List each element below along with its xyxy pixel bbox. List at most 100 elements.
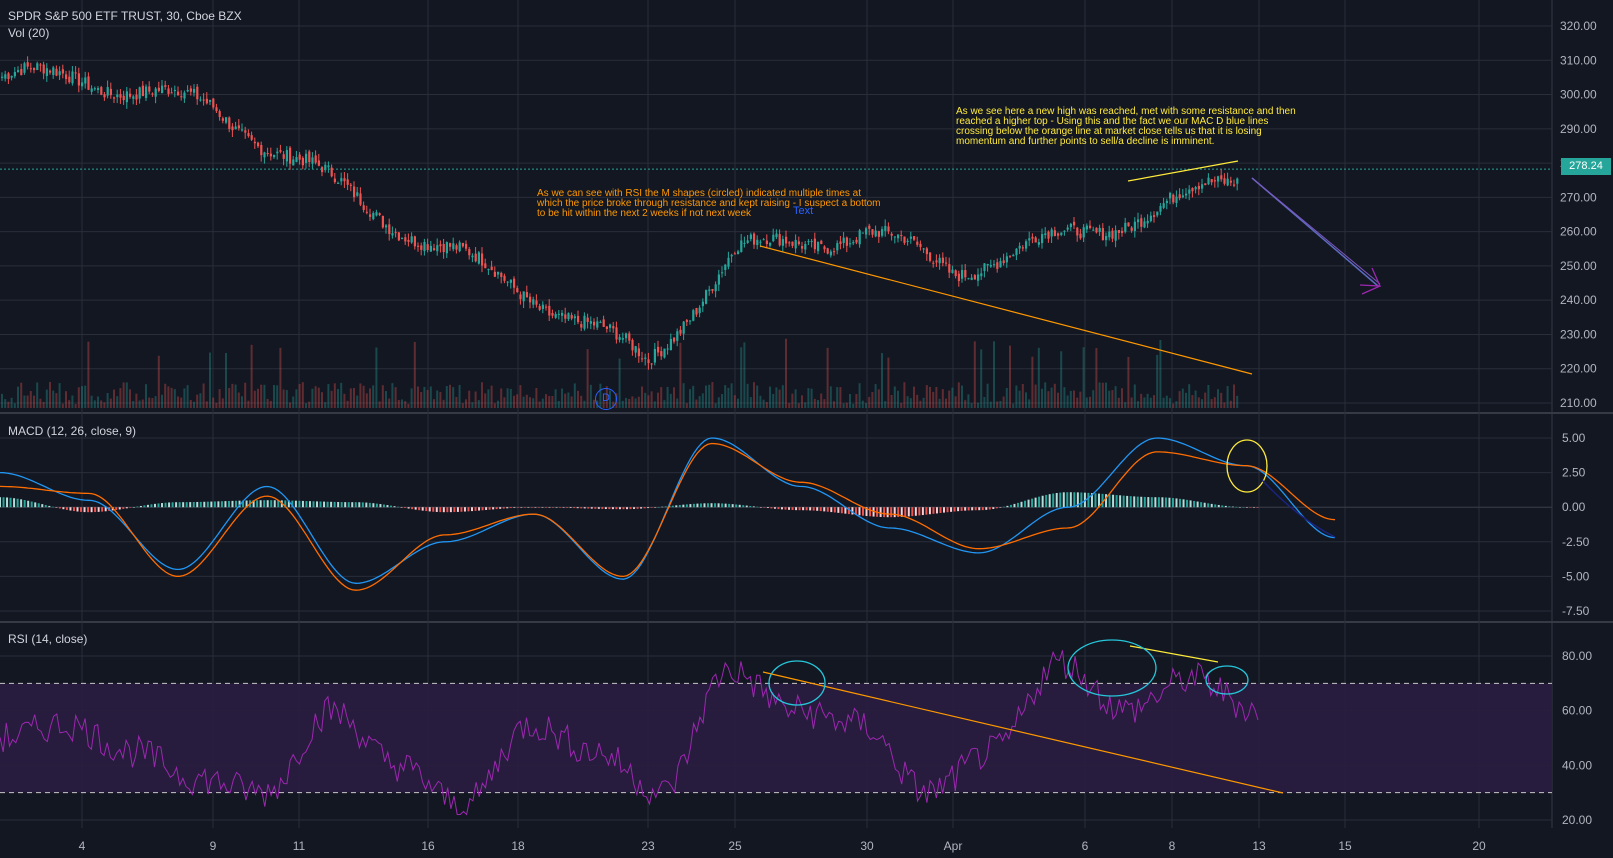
candle-body [1165, 200, 1168, 204]
volume-bar [1127, 356, 1130, 408]
candle-body [701, 301, 704, 307]
macd-hist-bar [516, 507, 519, 508]
macd-hist-bar [928, 507, 931, 515]
candle-body [1121, 230, 1124, 233]
volume-bar [1047, 391, 1050, 408]
candle-body [759, 241, 762, 243]
macd-hist-bar [361, 502, 364, 508]
volume-bar [666, 386, 669, 408]
macd-hist-bar [805, 507, 808, 511]
volume-bar [989, 401, 992, 408]
macd-hist-bar [1066, 492, 1069, 508]
volume-bar [823, 399, 826, 408]
candle-body [948, 264, 951, 273]
volume-bar [516, 394, 519, 408]
volume-bar [737, 398, 739, 408]
volume-bar [554, 389, 557, 408]
candle-body [205, 98, 208, 104]
macd-hist-bar [974, 507, 977, 511]
macd-hist-bar [953, 507, 956, 512]
volume-bar [749, 397, 752, 408]
volume-bar [452, 387, 455, 408]
macd-hist-bar [1041, 495, 1044, 508]
candle-body [871, 229, 874, 235]
macd-hist-bar [809, 507, 812, 511]
volume-bar [557, 400, 560, 408]
candle-body [1018, 245, 1021, 249]
macd-hist-bar [650, 507, 653, 508]
candle-body [362, 205, 365, 210]
x-tick-label: 20 [1472, 839, 1486, 853]
volume-bar [298, 384, 301, 408]
volume-bar [644, 392, 647, 408]
dividend-marker[interactable]: D [595, 388, 617, 410]
volume-bar [58, 383, 61, 408]
candle-body [442, 243, 445, 253]
last-price-badge: 278.24 [1561, 158, 1611, 175]
macd-hist-bar [830, 507, 833, 513]
candle-body [964, 270, 967, 278]
text-tool-label[interactable]: Text [793, 205, 814, 217]
volume-bar [769, 386, 771, 408]
candle-body [1229, 180, 1232, 183]
volume-bar [324, 402, 327, 408]
volume-bar [413, 341, 416, 408]
volume-bar [980, 349, 983, 408]
candle-body [986, 264, 989, 266]
macd-hist-bar [344, 502, 347, 508]
macd-hist-bar [749, 505, 752, 508]
volume-bar [231, 383, 234, 408]
macd-hist-bar [1217, 504, 1220, 508]
volume-bar [458, 384, 461, 408]
macd-hist-bar [1076, 492, 1079, 508]
drawings-layer[interactable] [759, 160, 1382, 794]
macd-hist-bar [16, 498, 19, 508]
macd-hist-bar [20, 499, 23, 508]
volume-bar [634, 398, 637, 408]
candle-body [1060, 232, 1063, 235]
candle-body [164, 85, 167, 87]
candle-body [1073, 221, 1076, 226]
volume-bar [129, 389, 131, 408]
volume-bar [234, 384, 237, 408]
volume-bar [369, 388, 371, 408]
volume-bar [948, 390, 951, 408]
volume-bar [1162, 397, 1165, 408]
candle-body [1028, 238, 1031, 241]
volume-bar [1233, 384, 1235, 408]
macd-hist-bar [1069, 492, 1072, 508]
macd-hist-bar [893, 507, 896, 518]
volume-bar [663, 400, 666, 408]
candle-body [535, 300, 538, 305]
candle-body [1143, 221, 1146, 228]
candle-body [132, 96, 135, 99]
candle-body [1169, 192, 1172, 199]
candle-body [689, 320, 692, 322]
rsi-circle [768, 660, 826, 706]
rsi-annotation-note[interactable]: As we can see with RSI the M shapes (cir… [537, 188, 881, 219]
macd-hist-bar [1242, 507, 1245, 508]
candle-body [993, 264, 996, 266]
candle-body [1210, 179, 1213, 183]
volume-bar [477, 400, 480, 408]
volume-bar [961, 385, 963, 408]
volume-bar [935, 386, 938, 408]
volume-bar [42, 401, 45, 408]
macd-hist-bar [227, 500, 230, 508]
macd-hist-bar [375, 503, 378, 508]
rsi-trendline-orange [762, 671, 1284, 794]
macd-hist-bar [985, 507, 988, 510]
volume-bar [1143, 397, 1146, 408]
macd-hist-bar [1154, 497, 1157, 508]
candle-body [929, 252, 932, 261]
candle-body [116, 94, 119, 98]
macd-annotation-note[interactable]: As we see here a new high was reached, m… [956, 106, 1296, 147]
macd-hist-bar [1119, 495, 1122, 508]
candle-body [663, 348, 666, 358]
candle-body [705, 290, 708, 304]
macd-hist-bar [509, 507, 512, 509]
macd-hist-bar [192, 502, 195, 508]
volume-bar [628, 398, 631, 408]
macd-hist-bar [337, 501, 340, 508]
